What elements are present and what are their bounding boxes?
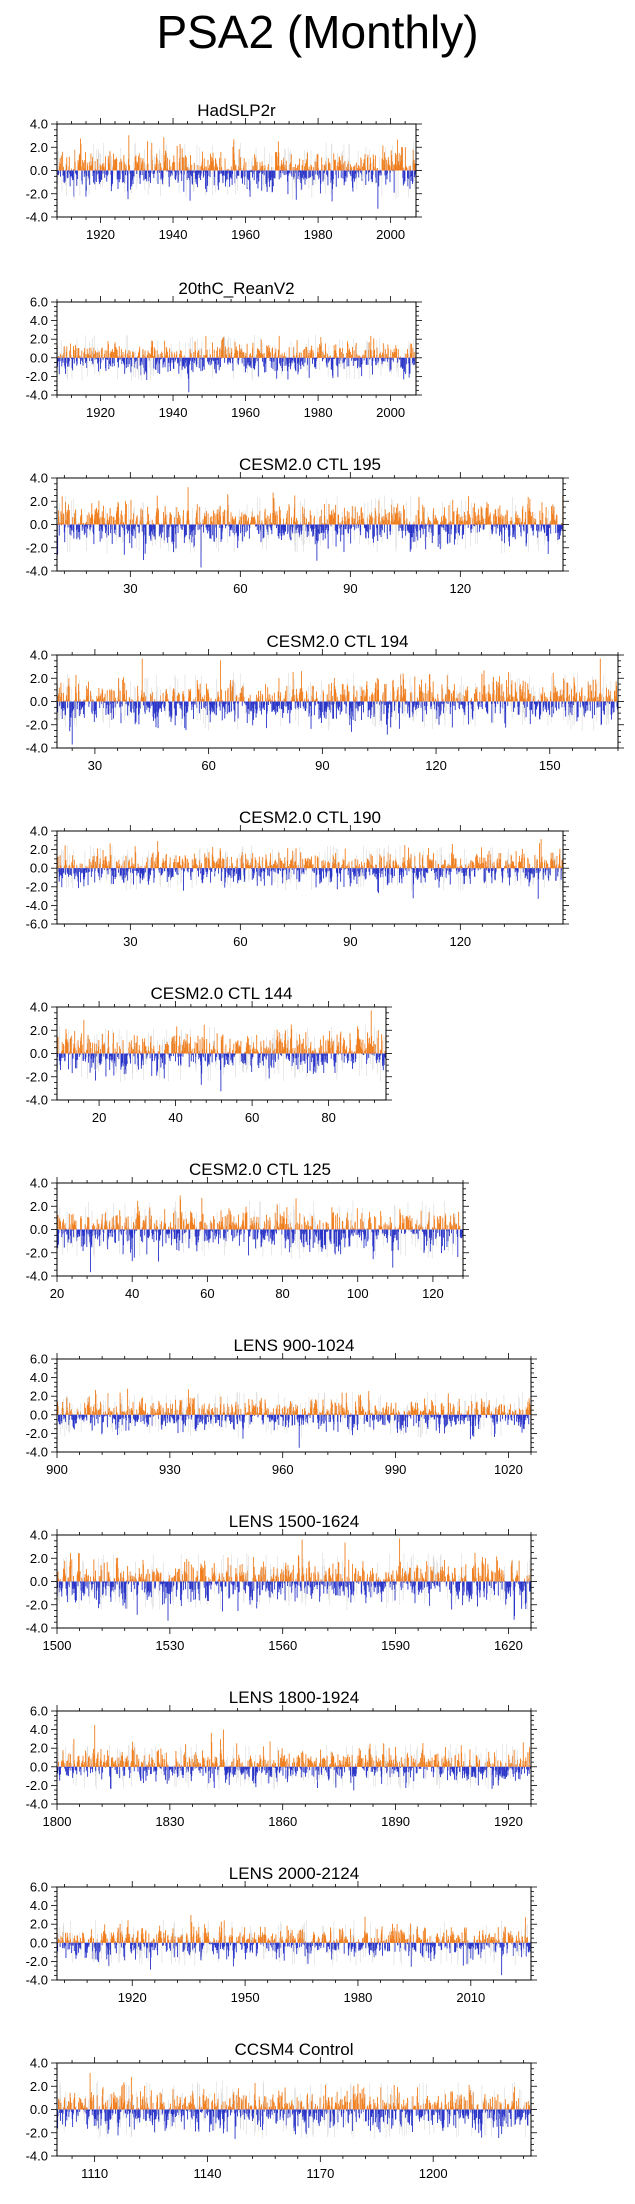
y-tick-label: 4.0 bbox=[30, 117, 48, 132]
chart-panel-2: 6.0 4.0 2.0 0.0 -2.0 -4.0 1920 1940 1960 1980 2000… bbox=[26, 279, 422, 420]
y-tick-label: -4.0 bbox=[26, 388, 48, 403]
x-tick-label: 1980 bbox=[304, 405, 333, 420]
x-tick-label: 1980 bbox=[304, 227, 333, 242]
x-tick-label: 120 bbox=[449, 581, 471, 596]
panel-title: CESM2.0 CTL 195 bbox=[239, 455, 381, 474]
chart-panel-1: 4.0 2.0 0.0 -2.0 -4.0 1920 1940 1960 1980 2000 Had… bbox=[26, 101, 422, 242]
y-tick-label: 2.0 bbox=[30, 332, 48, 347]
panel-title: 20thC_ReanV2 bbox=[178, 279, 294, 298]
y-tick-label: -2.0 bbox=[26, 540, 48, 555]
anomaly-bars bbox=[56, 658, 619, 745]
y-tick-label: -4.0 bbox=[26, 564, 48, 579]
x-tick-label: 1960 bbox=[231, 227, 260, 242]
y-tick-label: 6.0 bbox=[30, 295, 48, 310]
y-tick-label: 2.0 bbox=[30, 140, 48, 155]
x-tick-label: 1920 bbox=[86, 227, 115, 242]
x-tick-label: 2000 bbox=[376, 227, 405, 242]
x-tick-label: 60 bbox=[233, 581, 247, 596]
anomaly-bars bbox=[56, 135, 417, 209]
x-tick-label: 1940 bbox=[159, 227, 188, 242]
y-tick-label: -4.0 bbox=[26, 210, 48, 225]
panel-title: HadSLP2r bbox=[197, 101, 276, 120]
y-tick-label: -2.0 bbox=[26, 186, 48, 201]
y-tick-label: -2.0 bbox=[26, 369, 48, 384]
x-tick-label: 1920 bbox=[86, 405, 115, 420]
y-tick-label: 0.0 bbox=[30, 350, 48, 365]
x-tick-label: 30 bbox=[123, 581, 137, 596]
y-tick-label: 0.0 bbox=[30, 517, 48, 532]
anomaly-bars bbox=[56, 334, 417, 393]
page-title: PSA2 (Monthly) bbox=[156, 6, 479, 58]
x-tick-label: 2000 bbox=[376, 405, 405, 420]
chart-panel-3: 4.0 2.0 0.0 -2.0 -4.0 30 60 90 120 CESM2.0 CTL 19… bbox=[26, 455, 569, 596]
x-tick-label: 1960 bbox=[231, 405, 260, 420]
y-tick-label: 2.0 bbox=[30, 494, 48, 509]
x-tick-label: 1940 bbox=[159, 405, 188, 420]
x-tick-label: 90 bbox=[343, 581, 357, 596]
y-tick-label: 4.0 bbox=[30, 313, 48, 328]
y-tick-label: 0.0 bbox=[30, 163, 48, 178]
y-tick-label: 4.0 bbox=[30, 471, 48, 486]
anomaly-bars bbox=[56, 487, 564, 568]
